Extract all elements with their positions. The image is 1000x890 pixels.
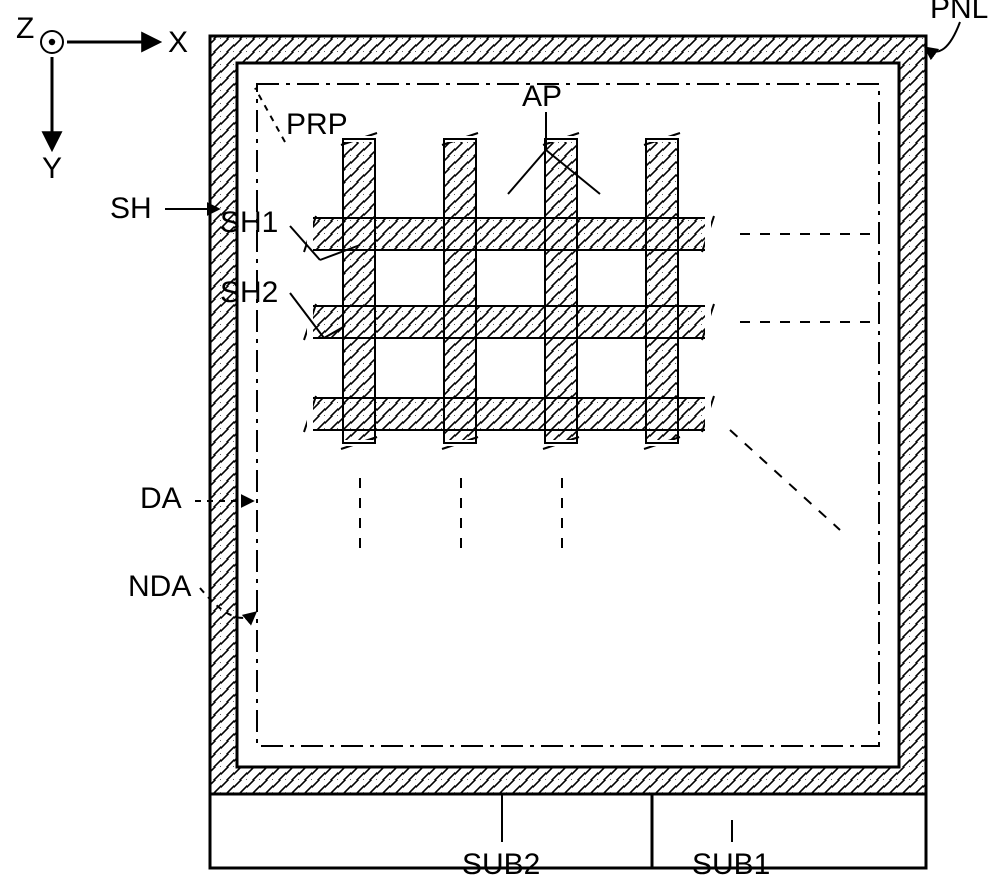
label-PNL: PNL xyxy=(930,0,988,25)
diagram-root: Z X Y PNL PRP AP SH SH1 SH2 DA NDA SUB2 SUB1 xyxy=(0,0,1000,890)
label-SUB1: SUB1 xyxy=(692,848,770,881)
labels: Z X Y PNL PRP AP SH SH1 SH2 DA NDA SUB2 SUB1 xyxy=(16,0,988,881)
shield-grid xyxy=(304,133,714,449)
label-DA: DA xyxy=(140,482,182,515)
label-Z: Z xyxy=(16,12,34,45)
label-SH2: SH2 xyxy=(220,276,278,309)
coordinate-axes xyxy=(41,31,158,148)
label-SH1: SH1 xyxy=(220,206,278,239)
label-NDA: NDA xyxy=(128,570,191,603)
label-PRP: PRP xyxy=(286,108,348,141)
label-SH: SH xyxy=(110,192,152,225)
label-AP: AP xyxy=(522,80,562,113)
label-X: X xyxy=(168,26,188,59)
label-Y: Y xyxy=(42,152,62,185)
continuation-dashes xyxy=(360,234,870,555)
label-SUB2: SUB2 xyxy=(462,848,540,881)
